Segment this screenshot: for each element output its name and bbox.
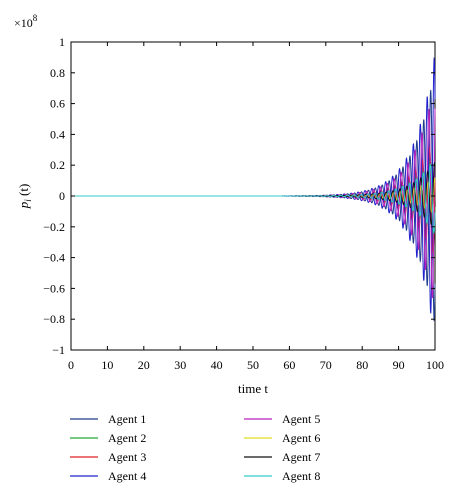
x-tick-label: 60 xyxy=(283,358,295,372)
x-tick-label: 90 xyxy=(393,358,405,372)
x-tick-label: 80 xyxy=(356,358,368,372)
legend-item-agent-5: Agent 5 xyxy=(244,412,320,426)
y-axis-label: pi (t) xyxy=(16,184,33,210)
y-tick-label: 0.6 xyxy=(50,97,65,111)
x-tick-label: 0 xyxy=(68,358,74,372)
x-tick-label: 100 xyxy=(426,358,444,372)
y-tick-label: 0.2 xyxy=(50,158,65,172)
legend-label: Agent 5 xyxy=(282,412,320,426)
plot-area xyxy=(70,41,436,351)
legend-label: Agent 8 xyxy=(282,469,320,483)
y-tick-label: 0 xyxy=(59,189,65,203)
series-line-agent-8 xyxy=(71,163,436,234)
legend-label: Agent 1 xyxy=(108,412,146,426)
x-tick-label: 50 xyxy=(247,358,259,372)
x-tick-label: 70 xyxy=(320,358,332,372)
series-line-agent-1 xyxy=(71,89,436,322)
x-tick-label: 10 xyxy=(101,358,113,372)
legend-item-agent-7: Agent 7 xyxy=(244,450,320,464)
legend-item-agent-4: Agent 4 xyxy=(70,469,146,483)
y-tick-label: −0.2 xyxy=(43,220,65,234)
x-tick-label: 20 xyxy=(138,358,150,372)
x-axis-label: time t xyxy=(238,381,268,396)
legend-label: Agent 2 xyxy=(108,431,146,445)
y-tick-label: 0.4 xyxy=(50,127,65,141)
axis-ticks xyxy=(70,41,436,351)
legend-label: Agent 6 xyxy=(282,431,320,445)
series-lines xyxy=(71,56,436,322)
y-tick-label: −0.4 xyxy=(43,251,65,265)
legend-item-agent-6: Agent 6 xyxy=(244,431,320,445)
y-scale-factor: ×108 xyxy=(14,13,38,30)
y-tick-label: −0.6 xyxy=(43,281,65,295)
y-tick-label: 1 xyxy=(59,35,65,49)
legend-item-agent-1: Agent 1 xyxy=(70,412,146,426)
legend: Agent 1 Agent 2 Agent 3 Agent 4 Agent 5 Agent… xyxy=(70,412,320,483)
x-tick-label: 30 xyxy=(174,358,186,372)
legend-label: Agent 3 xyxy=(108,450,146,464)
y-tick-label: −0.8 xyxy=(43,312,65,326)
legend-label: Agent 7 xyxy=(282,450,320,464)
y-tick-label: 0.8 xyxy=(50,66,65,80)
x-tick-label: 40 xyxy=(211,358,223,372)
legend-label: Agent 4 xyxy=(108,469,146,483)
legend-item-agent-3: Agent 3 xyxy=(70,450,146,464)
series-line-agent-5 xyxy=(71,108,436,299)
series-line-agent-4 xyxy=(71,56,436,315)
y-tick-labels: 1 0.8 0.6 0.4 0.2 0 −0.2 −0.4 −0.6 −0.8 −1 xyxy=(43,35,65,357)
legend-item-agent-2: Agent 2 xyxy=(70,431,146,445)
legend-item-agent-8: Agent 8 xyxy=(244,469,320,483)
y-tick-label: −1 xyxy=(52,343,65,357)
series-line-agent-7 xyxy=(71,162,436,226)
x-tick-labels: 0 10 20 30 40 50 60 70 80 90 100 xyxy=(68,358,444,372)
